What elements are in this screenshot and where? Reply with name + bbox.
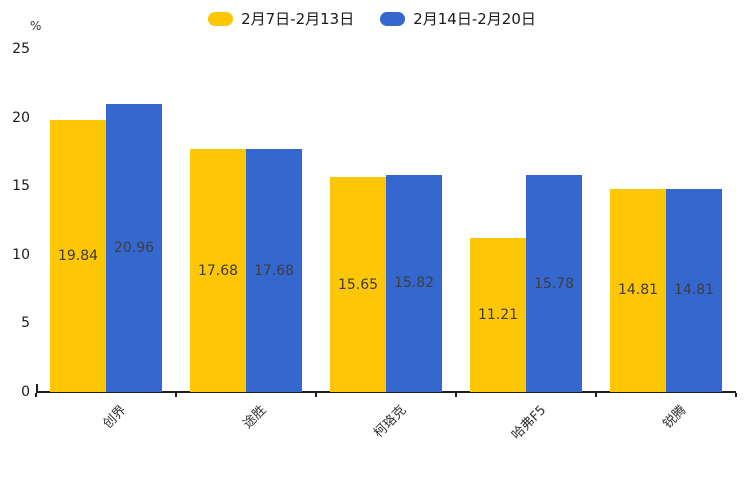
bar-value-label: 14.81	[673, 282, 715, 299]
y-tick-label: 10	[12, 246, 30, 263]
bar-week2-0	[106, 104, 162, 392]
x-category-label-1: 途胜	[240, 402, 270, 432]
bar-week1-2	[330, 177, 386, 392]
x-axis-tick	[455, 393, 457, 397]
y-axis-stub	[36, 384, 38, 392]
bar-week2-1	[246, 149, 302, 392]
bar-value-label: 17.68	[197, 262, 239, 279]
bar-week1-1	[190, 149, 246, 392]
legend-item-week1: 2月7日-2月13日	[208, 8, 354, 29]
x-category-label-3: 哈弗F5	[509, 402, 550, 443]
bar-week2-2	[386, 174, 442, 392]
bar-week1-3	[470, 238, 526, 392]
y-axis-unit-label: %	[30, 19, 42, 33]
y-tick-label: 20	[12, 109, 30, 126]
legend-label-week2: 2月14日-2月20日	[413, 10, 536, 28]
bar-value-label: 11.21	[477, 307, 519, 324]
bar-week1-4	[610, 188, 666, 392]
bar-week1-0	[50, 119, 106, 392]
x-axis-tick	[35, 393, 37, 397]
x-category-label-2: 柯珞克	[371, 402, 410, 442]
bar-value-label: 15.82	[393, 275, 435, 292]
legend-swatch-yellow-icon	[208, 11, 234, 26]
x-axis-tick	[315, 393, 317, 397]
legend-label-week1: 2月7日-2月13日	[241, 10, 355, 28]
y-tick-label: 0	[21, 384, 30, 400]
y-tick-label: 25	[12, 41, 30, 57]
x-category-label-4: 锐腾	[660, 402, 690, 432]
bar-value-label: 19.84	[57, 247, 99, 264]
bar-value-label: 15.65	[337, 276, 379, 293]
x-axis-line	[36, 391, 736, 393]
bar-value-label: 17.68	[253, 262, 295, 279]
bar-week2-3	[526, 175, 582, 392]
y-tick-label: 5	[21, 315, 30, 332]
legend-swatch-blue-icon	[380, 11, 406, 26]
y-tick-label: 15	[12, 178, 30, 195]
legend: 2月7日-2月13日 2月14日-2月20日	[0, 8, 744, 29]
legend-item-week2: 2月14日-2月20日	[380, 8, 536, 29]
x-axis-tick	[175, 393, 177, 397]
x-axis-tick	[595, 393, 597, 397]
x-axis-tick	[735, 393, 737, 397]
bar-value-label: 14.81	[617, 282, 659, 299]
bar-value-label: 15.78	[533, 275, 575, 292]
x-category-label-0: 创界	[100, 402, 130, 432]
bar-week2-4	[666, 188, 722, 392]
bar-value-label: 20.96	[113, 240, 155, 257]
